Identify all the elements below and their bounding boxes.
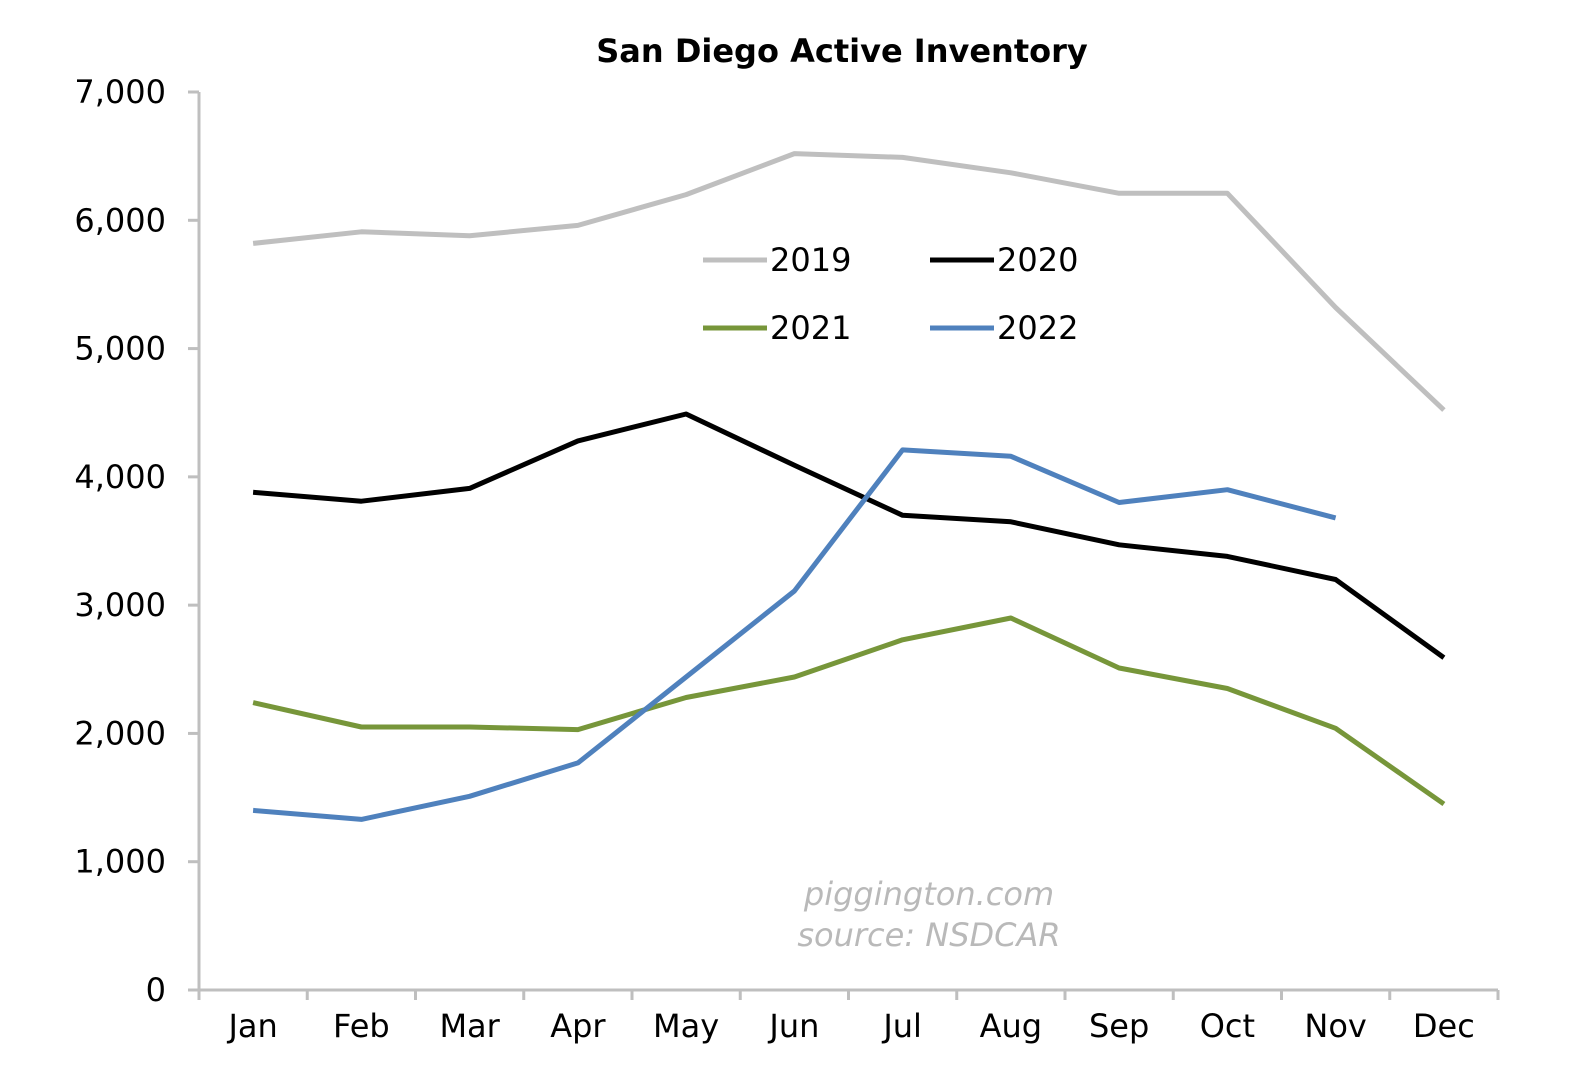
x-tick-label: Jun bbox=[767, 1007, 819, 1045]
x-tick-label: Mar bbox=[439, 1007, 500, 1045]
legend: 2019 2020 2021 2022 bbox=[703, 241, 1078, 347]
series-line-2019 bbox=[252, 151, 1446, 412]
x-tick-label: Aug bbox=[980, 1007, 1042, 1045]
y-tick-label: 2,000 bbox=[74, 714, 166, 752]
x-tick-label: Jul bbox=[881, 1007, 922, 1045]
x-tick-label: Oct bbox=[1200, 1007, 1255, 1045]
legend-label-2021: 2021 bbox=[770, 309, 851, 347]
series-line-2022 bbox=[252, 447, 1337, 822]
series-line-2020 bbox=[252, 411, 1446, 660]
y-tick-label: 7,000 bbox=[74, 73, 166, 111]
legend-label-2019: 2019 bbox=[770, 241, 851, 279]
watermark-source: source: NSDCAR bbox=[797, 916, 1060, 954]
x-tick-label: Apr bbox=[550, 1007, 606, 1045]
x-tick-label: Sep bbox=[1089, 1007, 1149, 1045]
watermark-site: piggington.com bbox=[803, 875, 1054, 913]
x-axis-ticks: Jan Feb Mar Apr May Jun Jul Aug Sep Oct Nov Dec bbox=[197, 990, 1500, 1045]
x-tick-label: Jan bbox=[226, 1007, 277, 1045]
series-lines bbox=[252, 151, 1446, 822]
legend-label-2022: 2022 bbox=[997, 309, 1078, 347]
chart-title: San Diego Active Inventory bbox=[596, 32, 1088, 70]
x-tick-label: Dec bbox=[1413, 1007, 1475, 1045]
y-tick-label: 5,000 bbox=[74, 330, 166, 368]
axes bbox=[197, 92, 1498, 992]
y-tick-label: 3,000 bbox=[74, 586, 166, 624]
legend-label-2020: 2020 bbox=[997, 241, 1078, 279]
x-tick-label: Nov bbox=[1304, 1007, 1366, 1045]
x-tick-label: May bbox=[653, 1007, 719, 1045]
y-tick-label: 0 bbox=[146, 971, 166, 1009]
y-tick-label: 1,000 bbox=[74, 843, 166, 881]
y-tick-label: 4,000 bbox=[74, 458, 166, 496]
x-tick-label: Feb bbox=[333, 1007, 390, 1045]
series-line-2021 bbox=[252, 615, 1446, 807]
y-tick-label: 6,000 bbox=[74, 201, 166, 239]
y-axis-ticks: 0 1,000 2,000 3,000 4,000 5,000 6,000 7,000 bbox=[74, 73, 199, 1009]
